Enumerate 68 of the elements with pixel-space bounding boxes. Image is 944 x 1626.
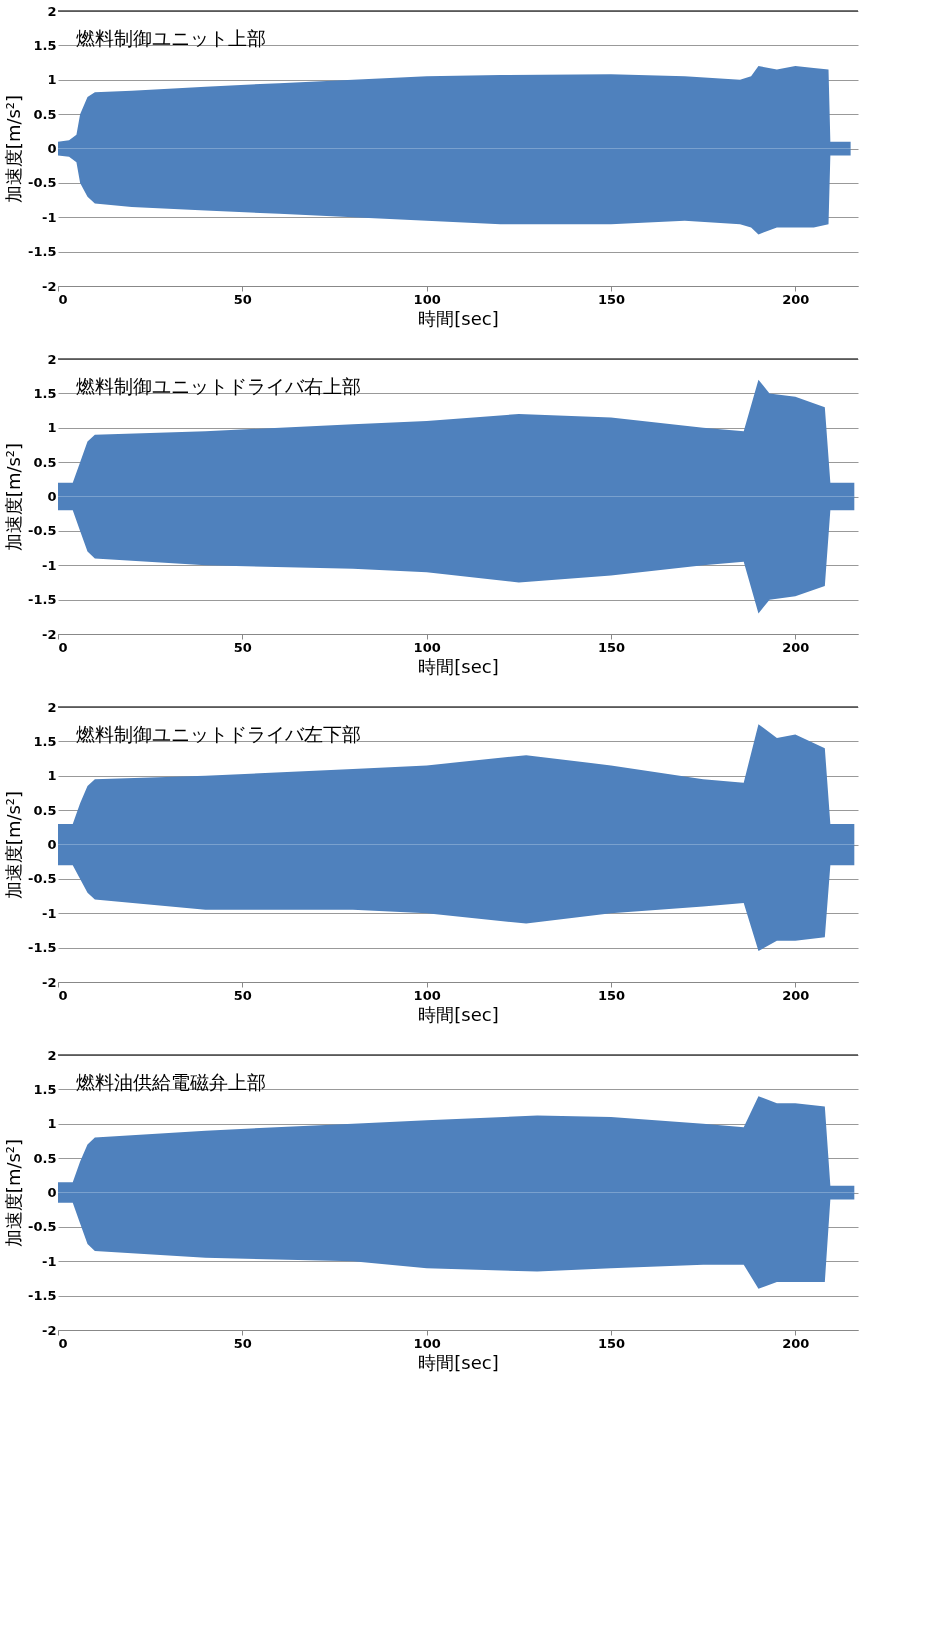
x-tick-label: 50 — [233, 291, 252, 307]
x-tick-label: 100 — [413, 639, 441, 655]
y-tick-label: -0.5 — [28, 175, 57, 191]
y-tick-label: 0 — [47, 837, 57, 852]
y-tick-label: 1 — [47, 420, 57, 436]
y-tick-label: 2 — [47, 3, 57, 19]
y-tick-label: -1 — [42, 1253, 57, 1269]
y-tick-label: -2 — [42, 278, 57, 294]
y-tick-label: 0.5 — [33, 1150, 57, 1166]
y-tick-label: -1.5 — [28, 940, 57, 956]
y-axis-title: 加速度[m/s²] — [3, 94, 25, 204]
text: 燃料制御ユニットドライバ右上部 — [76, 375, 361, 397]
x-axis-title: 時間[sec] — [418, 655, 499, 677]
y-axis-title: 加速度[m/s²] — [3, 1138, 25, 1248]
y-tick-label: -1.5 — [28, 592, 57, 608]
x-axis-title: 時間[sec] — [418, 307, 499, 329]
y-tick-label: 0 — [47, 141, 57, 156]
y-tick-label: -1.5 — [28, 1288, 57, 1304]
y-tick-label: -0.5 — [28, 1219, 57, 1235]
y-tick-label: 2 — [47, 699, 57, 715]
y-tick-label: 0 — [47, 489, 57, 504]
y-tick-label: 0.5 — [33, 106, 57, 122]
x-tick-label: 0 — [58, 639, 68, 655]
x-tick-label: 150 — [597, 639, 626, 655]
y-tick-label: 2 — [47, 1047, 57, 1063]
x-tick-label: 100 — [413, 987, 441, 1003]
x-tick-label: 200 — [782, 639, 810, 655]
x-axis-title: 時間[sec] — [418, 1003, 499, 1025]
x-tick-label: 200 — [782, 987, 810, 1003]
y-tick-label: -0.5 — [28, 523, 57, 539]
y-tick-label: 1 — [47, 768, 57, 784]
y-tick-label: 2 — [47, 351, 57, 367]
y-tick-label: -1 — [42, 209, 57, 225]
x-tick-label: 50 — [233, 639, 252, 655]
y-tick-label: -1.5 — [28, 244, 57, 260]
x-tick-label: 150 — [597, 291, 626, 307]
y-tick-label: -2 — [42, 974, 57, 990]
y-tick-label: 1.5 — [33, 385, 57, 401]
y-tick-label: -2 — [42, 1322, 57, 1338]
x-tick-label: 50 — [233, 1335, 252, 1351]
x-tick-label: 0 — [58, 987, 68, 1003]
x-tick-label: 100 — [413, 291, 441, 307]
y-tick-label: 1 — [47, 1116, 57, 1132]
y-tick-label: 1.5 — [33, 733, 57, 749]
x-tick-label: 200 — [782, 1335, 810, 1351]
y-tick-label: -1 — [42, 905, 57, 921]
y-tick-label: 1 — [47, 72, 57, 88]
y-tick-label: -2 — [42, 626, 57, 642]
y-tick-label: 0.5 — [33, 802, 57, 818]
x-tick-label: 50 — [233, 987, 252, 1003]
y-tick-label: -1 — [42, 557, 57, 573]
y-axis-title: 加速度[m/s²] — [3, 790, 25, 900]
x-tick-label: 200 — [782, 291, 810, 307]
x-tick-label: 100 — [413, 1335, 441, 1351]
text: 燃料制御ユニット上部 — [76, 27, 266, 49]
y-axis-title: 加速度[m/s²] — [3, 442, 25, 552]
y-tick-label: -0.5 — [28, 871, 57, 887]
y-tick-label: 1.5 — [33, 37, 57, 53]
x-tick-label: 150 — [597, 1335, 626, 1351]
x-axis-title: 時間[sec] — [418, 1351, 499, 1373]
y-tick-label: 0.5 — [33, 454, 57, 470]
y-tick-label: 1.5 — [33, 1081, 57, 1097]
text: 燃料制御ユニットドライバ左下部 — [76, 723, 361, 745]
x-tick-label: 150 — [597, 987, 626, 1003]
x-tick-label: 0 — [58, 291, 68, 307]
x-tick-label: 0 — [58, 1335, 68, 1351]
y-tick-label: 0 — [47, 1185, 57, 1200]
text: 燃料油供給電磁弁上部 — [76, 1071, 266, 1093]
